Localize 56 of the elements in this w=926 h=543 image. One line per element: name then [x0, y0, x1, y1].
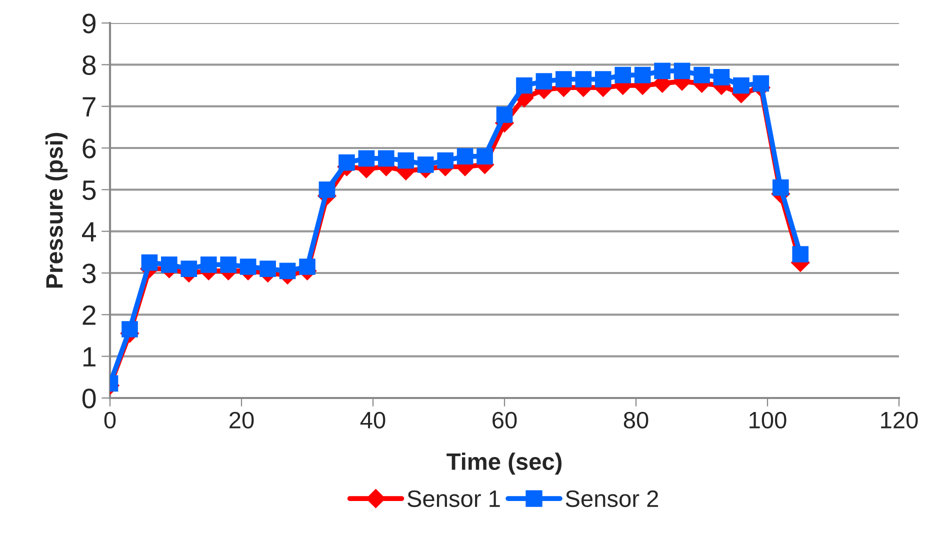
point: [220, 256, 237, 273]
point: [318, 182, 336, 198]
point: [200, 256, 217, 273]
y-tick-label: 4: [82, 222, 96, 242]
point: [180, 260, 198, 277]
point: [456, 148, 474, 164]
point: [476, 148, 493, 164]
point: [654, 62, 670, 80]
y-tick-label: 3: [82, 264, 96, 284]
point: [437, 152, 454, 169]
x-tick-label: 40: [360, 412, 386, 429]
point: [141, 254, 158, 271]
y-tick-label: 0: [82, 388, 96, 408]
point: [792, 246, 809, 262]
point: [398, 152, 414, 169]
point: [516, 77, 532, 94]
y-tick-label: 6: [82, 138, 96, 158]
point: [417, 156, 434, 173]
legend-label: Sensor 2: [566, 490, 658, 508]
y-tick-label: 8: [82, 55, 96, 76]
point: [161, 256, 178, 273]
point: [279, 262, 296, 280]
x-tick-label: 80: [624, 412, 648, 429]
x-axis-title: Time (sec): [446, 452, 562, 475]
point: [713, 69, 730, 86]
point: [338, 154, 355, 171]
y-tick-label: 7: [82, 97, 96, 116]
x-tick-label: 120: [881, 412, 918, 429]
x-tick-label: 60: [492, 412, 517, 429]
x-tick-label: 0: [104, 412, 116, 429]
point: [594, 71, 612, 88]
point: [496, 106, 513, 123]
y-tick-label: 2: [82, 305, 96, 325]
point: [752, 75, 770, 92]
point: [358, 150, 375, 167]
y-tick-label: 1: [83, 347, 96, 366]
y-tick-label: 5: [82, 180, 96, 200]
point: [674, 62, 690, 80]
point: [634, 66, 651, 84]
legend-label: Sensor 1: [408, 490, 500, 508]
point: [240, 258, 256, 275]
x-tick-label: 100: [750, 412, 786, 429]
y-tick-label: 9: [82, 14, 96, 34]
point: [378, 150, 394, 167]
point: [694, 66, 710, 84]
point: [299, 258, 316, 275]
x-tick-label: 20: [230, 412, 254, 429]
y-axis-title: Pressure (psi): [45, 132, 68, 288]
point: [122, 321, 138, 338]
point: [772, 179, 789, 196]
point: [260, 260, 276, 277]
point: [575, 71, 592, 88]
point: [614, 66, 632, 84]
point: [556, 71, 572, 88]
point: [733, 77, 750, 94]
point: [536, 73, 552, 90]
